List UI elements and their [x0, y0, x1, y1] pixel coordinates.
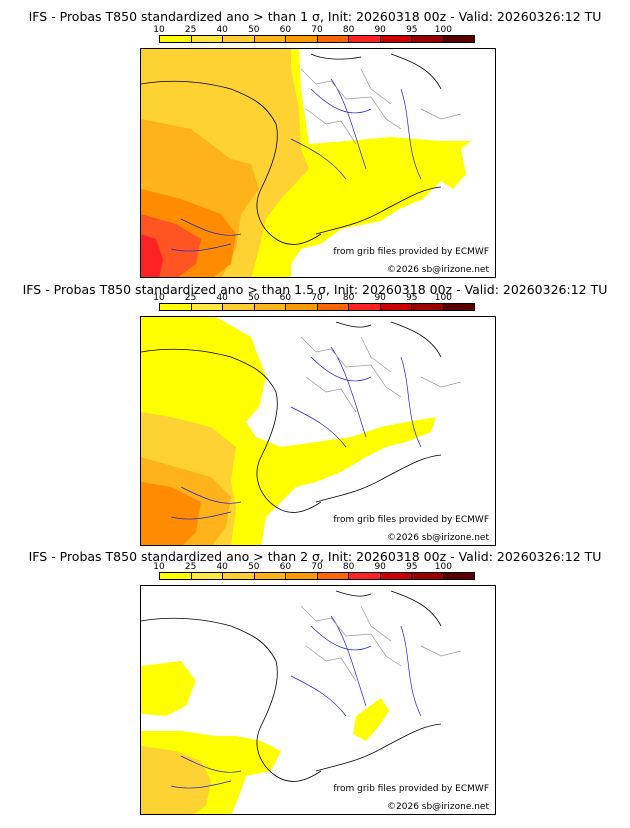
colorbar-tick-label: 10 [153, 293, 165, 303]
probability-map: from grib files provided by ECMWF ©2026 … [140, 48, 496, 278]
colorbar-segment [160, 573, 192, 579]
coastline [141, 590, 442, 782]
colorbar-segment [191, 573, 223, 579]
credit-source: from grib files provided by ECMWF [333, 784, 489, 794]
colorbar-segment [443, 573, 474, 579]
colorbar-tick-label: 100 [434, 293, 452, 303]
colorbar-tick-label: 80 [342, 562, 355, 572]
map-graphic [141, 49, 471, 277]
colorbar-tick-label: 50 [248, 562, 260, 572]
colorbar-tick-label: 95 [406, 293, 418, 303]
colorbar-segment [349, 573, 381, 579]
colorbar-tick-label: 25 [184, 293, 197, 303]
panel-title: IFS - Probas T850 standardized ano > tha… [28, 9, 602, 24]
rivers [170, 346, 422, 520]
colorbar-tick-label: 70 [311, 25, 323, 35]
colorbar-tick-label: 50 [248, 25, 260, 35]
colorbar-segment [317, 304, 349, 310]
colorbar-labels: 10 25 40 50 60 70 80 90 95 100 [153, 25, 475, 35]
coastline [141, 321, 442, 513]
colorbar-segment [160, 304, 192, 310]
colorbar-segment [254, 304, 286, 310]
rivers [170, 78, 422, 252]
colorbar-tick-label: 70 [311, 293, 323, 303]
colorbar-tick-label: 100 [434, 562, 452, 572]
colorbar-tick-label: 10 [153, 562, 165, 572]
colorbar-tick-label: 60 [279, 25, 292, 35]
colorbar-segment [223, 304, 255, 310]
credit-source: from grib files provided by ECMWF [333, 247, 489, 257]
colorbar-segment [412, 573, 444, 579]
colorbar [159, 35, 475, 43]
colorbar-segment [254, 36, 286, 42]
colorbar-tick-label: 40 [216, 562, 228, 572]
colorbar-segment [223, 36, 255, 42]
credit-copyright: ©2026 sb@irizone.net [387, 533, 489, 543]
credit-copyright: ©2026 sb@irizone.net [387, 802, 489, 812]
prob-area-light-orange [141, 746, 211, 814]
borders [300, 68, 462, 145]
colorbar-tick-label: 90 [374, 562, 386, 572]
panel-title: IFS - Probas T850 standardized ano > tha… [22, 282, 608, 297]
colorbar-tick-label: 40 [216, 293, 228, 303]
colorbar-segment [317, 36, 349, 42]
colorbar-tick-label: 95 [406, 25, 418, 35]
colorbar-segment [412, 36, 444, 42]
colorbar-segment [191, 304, 223, 310]
borders [300, 336, 462, 413]
colorbar-segment [349, 304, 381, 310]
colorbar-labels: 10 25 40 50 60 70 80 90 95 100 [153, 293, 475, 303]
colorbar-segment [160, 36, 192, 42]
colorbar-tick-label: 90 [374, 293, 386, 303]
map-graphic [141, 317, 462, 545]
colorbar-segment [443, 304, 474, 310]
colorbar-tick-label: 25 [184, 562, 197, 572]
colorbar-tick-label: 70 [311, 562, 323, 572]
probability-map: from grib files provided by ECMWF ©2026 … [140, 585, 496, 815]
colorbar-segment [286, 304, 318, 310]
colorbar-tick-label: 95 [406, 562, 418, 572]
colorbar-segment [254, 573, 286, 579]
colorbar-segment [412, 304, 444, 310]
colorbar-segment [286, 36, 318, 42]
colorbar-tick-label: 80 [342, 25, 355, 35]
colorbar-tick-label: 10 [153, 25, 165, 35]
colorbar-tick-label: 25 [184, 25, 197, 35]
colorbar [159, 572, 475, 580]
credit-copyright: ©2026 sb@irizone.net [387, 265, 489, 275]
prob-area-red [141, 234, 163, 277]
panel-title: IFS - Probas T850 standardized ano > tha… [28, 549, 602, 564]
colorbar-tick-label: 60 [279, 293, 292, 303]
coastline [141, 53, 442, 245]
credit-source: from grib files provided by ECMWF [333, 515, 489, 525]
colorbar-tick-label: 50 [248, 293, 260, 303]
map-graphic [141, 590, 462, 814]
prob-area-yellow [141, 661, 196, 716]
prob-area-yellow-alps [353, 698, 389, 741]
colorbar-segment [191, 36, 223, 42]
colorbar-segment [380, 36, 412, 42]
colorbar-segment [223, 573, 255, 579]
prob-area-dark-orange [141, 482, 201, 545]
colorbar-tick-label: 40 [216, 25, 228, 35]
colorbar [159, 303, 475, 311]
colorbar-segment [349, 36, 381, 42]
colorbar-tick-label: 60 [279, 562, 292, 572]
colorbar-segment [317, 573, 349, 579]
probability-map: from grib files provided by ECMWF ©2026 … [140, 316, 496, 546]
colorbar-segment [380, 573, 412, 579]
colorbar-segment [380, 304, 412, 310]
colorbar-labels: 10 25 40 50 60 70 80 90 95 100 [153, 562, 475, 572]
borders [300, 605, 462, 682]
colorbar-tick-label: 100 [434, 25, 452, 35]
colorbar-tick-label: 90 [374, 25, 386, 35]
colorbar-segment [286, 573, 318, 579]
colorbar-tick-label: 80 [342, 293, 355, 303]
colorbar-segment [443, 36, 474, 42]
rivers [170, 615, 422, 789]
